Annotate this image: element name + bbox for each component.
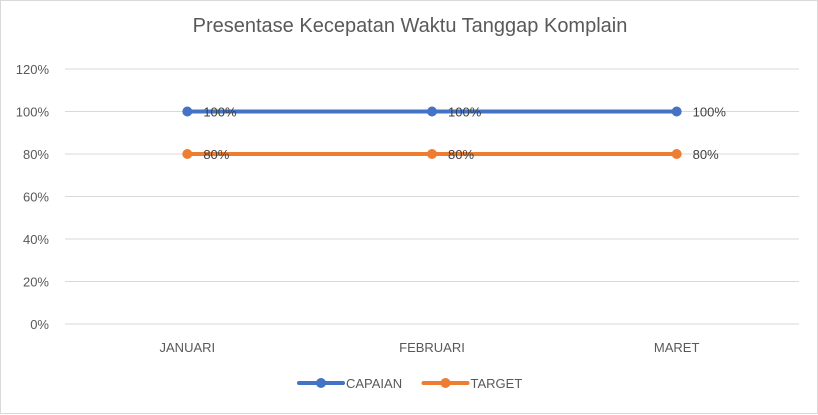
data-point: [671, 106, 682, 117]
legend-label: TARGET: [471, 376, 523, 391]
legend-label: CAPAIAN: [346, 376, 402, 391]
y-tick-label: 0%: [30, 317, 49, 332]
legend-marker: [316, 378, 326, 388]
y-tick-label: 80%: [23, 147, 49, 162]
data-point: [427, 149, 437, 159]
chart-title: Presentase Kecepatan Waktu Tanggap Kompl…: [192, 15, 628, 37]
y-tick-label: 120%: [16, 62, 50, 77]
y-tick-label: 40%: [23, 232, 49, 247]
data-point: [182, 149, 193, 159]
data-label: 80%: [203, 147, 229, 162]
x-tick-label: JANUARI: [160, 340, 216, 355]
data-label: 80%: [448, 147, 474, 162]
y-tick-label: 100%: [16, 105, 50, 120]
y-tick-label: 20%: [23, 275, 49, 290]
legend-marker: [440, 378, 451, 388]
x-tick-label: MARET: [654, 340, 700, 355]
data-label: 80%: [693, 147, 719, 162]
data-point: [427, 106, 437, 117]
data-label: 100%: [203, 105, 237, 120]
data-label: 100%: [448, 105, 482, 120]
data-label: 100%: [693, 105, 727, 120]
data-point: [671, 149, 682, 159]
data-point: [182, 106, 193, 117]
y-tick-label: 60%: [23, 190, 49, 205]
x-tick-label: FEBRUARI: [399, 340, 465, 355]
